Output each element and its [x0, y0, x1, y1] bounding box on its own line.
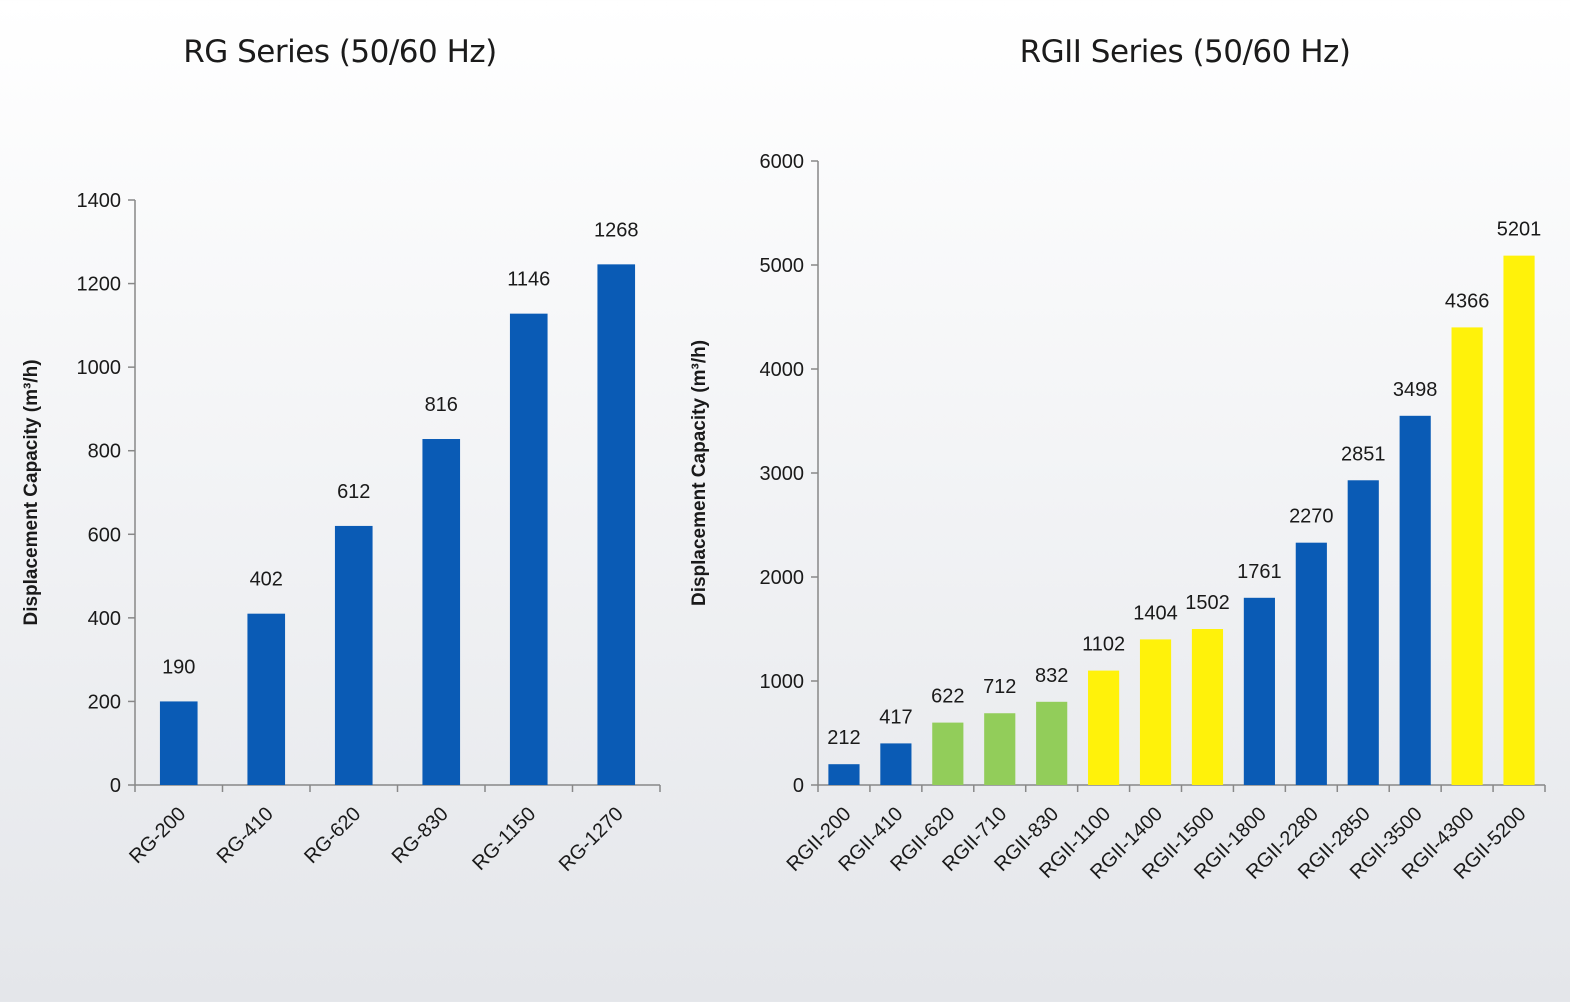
bar-rg-1150: [509, 313, 548, 785]
rgii-series-plot: 0 1000 2000 3000 4000 5000 6000 Displacement Ca…: [689, 151, 1546, 884]
bar-rgii-410: [880, 743, 912, 785]
data-label-rgii-3500: 3498: [1393, 379, 1438, 401]
x-tick-label-rg-830: RG-830: [388, 803, 453, 868]
rg-series-plot: 0 200 400 600 800 1000 1200 1400 Displacement Ca…: [21, 190, 661, 876]
data-label-rgii-4300: 4366: [1445, 290, 1490, 312]
x-tick-label-rg-620: RG-620: [300, 803, 365, 868]
data-label-rgii-1100: 1102: [1082, 634, 1125, 656]
data-label-rgii-1400: 1404: [1133, 602, 1178, 624]
x-tick-label-rg-200: RG-200: [125, 803, 190, 868]
chart-title: RGII Series (50/60 Hz): [1019, 34, 1351, 70]
bar-rgii-620: [932, 722, 964, 785]
y-tick-label: 5000: [760, 255, 805, 277]
bar-rgii-2850: [1347, 480, 1379, 785]
y-tick-label: 600: [88, 524, 121, 546]
bar-rgii-200: [828, 764, 860, 785]
bar-rgii-830: [1036, 701, 1068, 785]
data-label-rg-830: 816: [425, 394, 458, 416]
y-tick-label: 200: [88, 691, 121, 713]
bar-rgii-1800: [1243, 597, 1275, 785]
y-tick-label: 6000: [760, 151, 805, 173]
x-tick-label-rg-410: RG-410: [213, 803, 278, 868]
bar-rg-1270: [597, 264, 636, 786]
data-label-rgii-710: 712: [983, 676, 1016, 698]
data-label-rgii-1800: 1761: [1237, 561, 1282, 583]
data-label-rgii-620: 622: [931, 686, 964, 708]
bar-rgii-4300: [1451, 327, 1483, 785]
y-axis-label: Displacement Capacity (m³/h): [21, 359, 42, 625]
data-label-rgii-2280: 2270: [1289, 506, 1334, 528]
y-tick-label: 1200: [77, 274, 122, 296]
bar-rgii-3500: [1399, 415, 1431, 785]
data-label-rg-410: 402: [250, 569, 283, 591]
data-label-rgii-2850: 2851: [1341, 443, 1386, 465]
bar-rgii-2280: [1295, 542, 1327, 785]
y-tick-label: 0: [110, 775, 121, 797]
data-label-rg-620: 612: [337, 481, 370, 503]
y-tick-label: 1000: [77, 357, 122, 379]
data-label-rgii-5200: 5201: [1497, 219, 1542, 241]
bar-rg-620: [334, 525, 373, 785]
x-tick-label-rg-1270: RG-1270: [555, 803, 628, 876]
y-tick-label: 2000: [760, 567, 805, 589]
y-tick-label: 0: [793, 775, 804, 797]
bar-rgii-5200: [1503, 255, 1535, 785]
data-label-rgii-410: 417: [879, 706, 912, 728]
y-tick-label: 1400: [77, 190, 122, 212]
x-tick-label-rg-1150: RG-1150: [468, 803, 540, 875]
data-label-rgii-200: 212: [827, 727, 860, 749]
y-tick-label: 3000: [760, 463, 805, 485]
chart-title: RG Series (50/60 Hz): [183, 34, 497, 70]
y-tick-label: 1000: [760, 671, 805, 693]
bar-rgii-1400: [1139, 639, 1172, 785]
y-axis-label: Displacement Capacity (m³/h): [689, 340, 710, 606]
data-label-rg-200: 190: [162, 656, 195, 678]
bar-rgii-1500: [1191, 629, 1224, 785]
rgii-series-chart: RGII Series (50/60 Hz) 0 1000 2000 3000 4000…: [680, 0, 1570, 1002]
y-tick-label: 800: [88, 441, 121, 463]
bar-rgii-1100: [1088, 670, 1120, 785]
bar-rgii-710: [984, 713, 1016, 785]
bar-rg-410: [247, 613, 286, 785]
y-tick-label: 4000: [760, 359, 805, 381]
data-label-rg-1150: 1146: [507, 269, 550, 291]
y-tick-label: 400: [88, 608, 121, 630]
data-label-rg-1270: 1268: [594, 219, 639, 241]
data-label-rgii-1500: 1502: [1185, 592, 1230, 614]
bar-rg-830: [422, 439, 461, 785]
rg-series-chart: RG Series (50/60 Hz) 0 200 400 600 800 1000 12…: [0, 0, 680, 1002]
bar-rg-200: [159, 701, 198, 785]
data-label-rgii-830: 832: [1035, 665, 1068, 687]
